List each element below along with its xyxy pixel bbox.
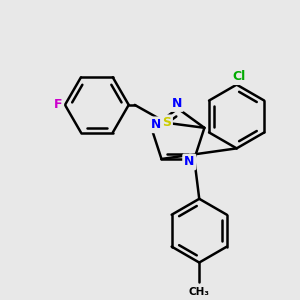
Text: N: N — [172, 97, 182, 110]
Text: S: S — [162, 116, 171, 129]
Text: Cl: Cl — [232, 70, 245, 83]
Text: N: N — [151, 118, 161, 131]
Text: F: F — [54, 98, 62, 111]
Text: CH₃: CH₃ — [189, 287, 210, 297]
Text: N: N — [184, 155, 194, 169]
